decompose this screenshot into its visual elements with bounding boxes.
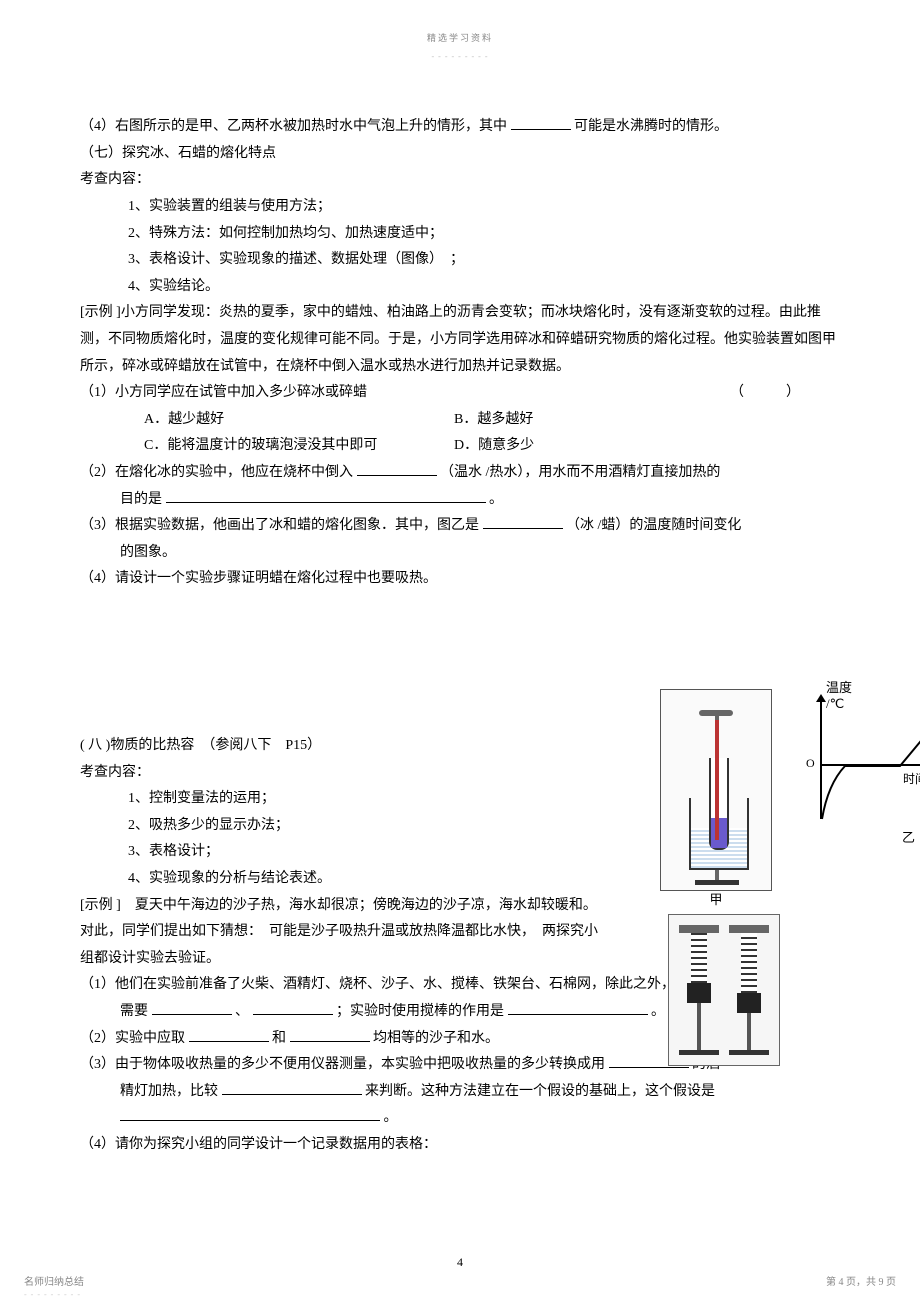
spring-arm [729, 925, 769, 933]
sec8-q3-a: （3）由于物体吸收热量的多少不便用仪器测量，本实验中把吸收热量的多少转换成用 [80, 1057, 605, 1072]
sec8-q1-blank2[interactable] [253, 1000, 333, 1015]
sec7-q3-line1: （3）根据实验数据，他画出了冰和蜡的熔化图象．其中，图乙是 （冰 /蜡）的温度随… [80, 513, 840, 540]
apparatus-base [695, 880, 739, 885]
sec7-q2-a: （2）在熔化冰的实验中，他应在烧杯中倒入 [80, 465, 353, 480]
page-header-title: 精选学习资料 [80, 30, 840, 47]
sec7-q2-blank2[interactable] [166, 488, 486, 503]
spring-base [679, 1050, 719, 1055]
spring-base [729, 1050, 769, 1055]
apparatus-thermometer [715, 720, 719, 840]
figure-label-a: 甲 [661, 888, 771, 913]
spring-stand-right [729, 925, 769, 1055]
sec7-q2-c: 目的是 [120, 492, 162, 507]
sec8-q1-b: 需要 [120, 1004, 148, 1019]
sec8-q2-b: 和 [272, 1031, 286, 1046]
spring-coil [741, 933, 757, 993]
sec8-q2-c: 均相等的沙子和水。 [373, 1031, 499, 1046]
sec7-q3-blank[interactable] [483, 514, 563, 529]
sec7-q3-line2: 的图象。 [80, 540, 840, 567]
sec7-q3-a: （3）根据实验数据，他画出了冰和蜡的熔化图象．其中，图乙是 [80, 518, 479, 533]
option-a[interactable]: A．越少越好 [144, 407, 454, 434]
figure-apparatus: 甲 [660, 689, 772, 891]
figure-graph: 温度 /℃ O 时间/min 乙 [800, 694, 920, 824]
figure-springs [668, 914, 780, 1066]
sec7-example: [示例 ]小方同学发现：炎热的夏季，家中的蜡烛、柏油路上的沥青会变软；而冰块熔化… [80, 300, 840, 380]
q4-blank[interactable] [511, 115, 571, 130]
sec8-q3-blank2[interactable] [222, 1080, 362, 1095]
sec7-q3-b: （冰 /蜡）的温度随时间变化 [566, 518, 741, 533]
spring-block [737, 993, 761, 1013]
page-number: 4 [0, 1251, 920, 1274]
option-b[interactable]: B．越多越好 [454, 407, 533, 434]
q4-text-b: 可能是水沸腾时的情形。 [574, 119, 728, 134]
sec8-q3-c: 精灯加热，比较 [120, 1084, 218, 1099]
option-d[interactable]: D．随意多少 [454, 433, 534, 460]
sec7-q1: （1）小方同学应在试管中加入多少碎冰或碎蜡 （ ） [80, 380, 840, 407]
sec7-q2-d: 。 [489, 492, 503, 507]
apparatus-clamp [699, 710, 733, 716]
q4-line: （4）右图所示的是甲、乙两杯水被加热时水中气泡上升的情形，其中 可能是水沸腾时的… [80, 114, 840, 141]
sec7-q1-paren[interactable]: （ ） [730, 380, 840, 407]
sec8-q2-blank1[interactable] [189, 1027, 269, 1042]
sec8-q3-d: 来判断。这种方法建立在一个假设的基础上，这个假设是 [365, 1084, 715, 1099]
apparatus-tube [709, 758, 729, 850]
tube-fill [711, 818, 727, 848]
sec7-q2-b: （温水 /热水），用水而不用酒精灯直接加热的 [440, 465, 720, 480]
sec8-q4-line: （4）请你为探究小组的同学设计一个记录数据用的表格： [80, 1132, 840, 1159]
sec8-q1-d: ；实验时使用搅棒的作用是 [336, 1004, 504, 1019]
graph-curve-svg [800, 694, 920, 824]
sec7-title: （七）探究冰、石蜡的熔化特点 [80, 141, 840, 168]
sec7-q1-text: （1）小方同学应在试管中加入多少碎冰或碎蜡 [80, 385, 367, 400]
sec8-q1-c: 、 [235, 1004, 249, 1019]
sec8-q3-line3: 。 [80, 1105, 840, 1132]
option-c[interactable]: C．能将温度计的玻璃泡浸没其中即可 [144, 433, 454, 460]
sec7-q4-line: （4）请设计一个实验步骤证明蜡在熔化过程中也要吸热。 [80, 566, 840, 593]
spring-arm [679, 925, 719, 933]
spring-block [687, 983, 711, 1003]
sec7-option-row-1: A．越少越好 B．越多越好 [80, 407, 840, 434]
page-header-line: - - - - - - - - - [80, 49, 840, 64]
figure-label-b: 乙 [902, 826, 915, 851]
sec7-item-1: 1、实验装置的组装与使用方法； [80, 194, 840, 221]
sec8-q2-a: （2）实验中应取 [80, 1031, 185, 1046]
sec8-q3-line2: 精灯加热，比较 来判断。这种方法建立在一个假设的基础上，这个假设是 [80, 1079, 840, 1106]
sec8-q1-blank1[interactable] [152, 1000, 232, 1015]
footer-left-line: - - - - - - - - - [24, 1287, 81, 1302]
sec7-option-row-2: C．能将温度计的玻璃泡浸没其中即可 D．随意多少 [80, 433, 840, 460]
sec7-q2-blank1[interactable] [357, 461, 437, 476]
sec8-q3-blank3[interactable] [120, 1106, 380, 1121]
sec8-q1-blank3[interactable] [508, 1000, 648, 1015]
graph-curve [822, 724, 920, 819]
q4-text-a: （4）右图所示的是甲、乙两杯水被加热时水中气泡上升的情形，其中 [80, 119, 507, 134]
spring-stand-left [679, 925, 719, 1055]
sec8-q1-e: 。 [651, 1004, 665, 1019]
sec7-item-3: 3、表格设计、实验现象的描述、数据处理（图像） ； [80, 247, 840, 274]
footer-right: 第 4 页，共 9 页 [826, 1273, 896, 1292]
sec7-item-4: 4、实验结论。 [80, 274, 840, 301]
sec8-q3-e: 。 [384, 1110, 398, 1125]
sec7-sub: 考查内容： [80, 167, 840, 194]
sec7-q2-line2: 目的是 。 [80, 487, 840, 514]
sec7-q2-line1: （2）在熔化冰的实验中，他应在烧杯中倒入 （温水 /热水），用水而不用酒精灯直接… [80, 460, 840, 487]
sec8-q2-blank2[interactable] [290, 1027, 370, 1042]
sec7-item-2: 2、特殊方法：如何控制加热均匀、加热速度适中； [80, 221, 840, 248]
spring-coil [691, 933, 707, 983]
